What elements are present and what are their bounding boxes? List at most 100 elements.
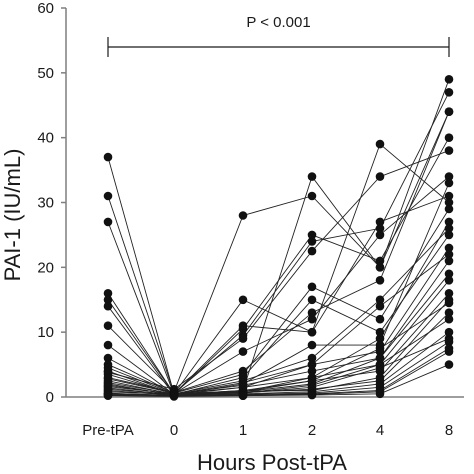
data-point (444, 250, 454, 259)
data-point (375, 334, 385, 343)
series-line (107, 208, 450, 394)
data-point (307, 314, 317, 324)
series-line (107, 221, 450, 395)
data-point (375, 276, 385, 285)
x-tick-label: 8 (445, 422, 453, 439)
series-line (107, 176, 450, 395)
data-point (444, 243, 454, 253)
y-tick-group: 0 10 20 30 40 50 60 (37, 0, 66, 406)
data-point (307, 237, 317, 246)
y-tick-label: 60 (37, 0, 54, 17)
data-point (307, 376, 317, 386)
significance-bracket: P < 0.001 (107, 14, 450, 57)
series-points (103, 75, 454, 401)
data-point (238, 391, 248, 401)
data-point (444, 347, 454, 356)
series-line (107, 364, 450, 397)
data-point (444, 198, 454, 207)
y-tick-label: 0 (46, 389, 54, 406)
data-point (444, 191, 454, 201)
x-tick-group: Pre-tPA 0 1 2 4 8 (82, 422, 453, 439)
data-point (307, 172, 317, 181)
data-point (444, 308, 454, 318)
data-point (238, 334, 248, 343)
data-point (375, 389, 385, 399)
data-point (444, 172, 454, 181)
data-point (307, 230, 317, 240)
data-point (103, 152, 113, 162)
data-point (375, 301, 385, 311)
data-point (375, 366, 385, 376)
data-point (444, 360, 454, 369)
y-tick-label: 30 (37, 195, 54, 212)
y-axis-title: PAI-1 (IU/mL) (0, 149, 25, 282)
data-point (375, 314, 385, 324)
series-line (107, 92, 450, 394)
axes (65, 8, 464, 398)
data-point (307, 308, 317, 318)
y-tick-label: 10 (37, 324, 54, 341)
data-point (375, 224, 385, 233)
series-line (107, 150, 450, 390)
data-point (103, 321, 113, 331)
data-point (103, 340, 113, 350)
x-axis-title: Hours Post-tPA (197, 450, 347, 474)
data-point (103, 295, 113, 305)
data-point (307, 340, 317, 350)
series-line (107, 260, 450, 395)
data-point (375, 360, 385, 369)
data-point (307, 353, 317, 363)
series-line (107, 195, 450, 394)
data-point (375, 327, 385, 337)
data-point (103, 217, 113, 227)
x-tick-label: 0 (170, 422, 178, 439)
data-point (375, 347, 385, 356)
data-point (444, 289, 454, 298)
data-point (375, 295, 385, 305)
data-point (375, 139, 385, 149)
data-point (444, 88, 454, 97)
data-point (444, 107, 454, 116)
data-point (444, 230, 454, 240)
series-line (107, 312, 450, 395)
data-point (444, 178, 454, 188)
data-point (444, 75, 454, 84)
data-point (238, 211, 248, 220)
data-point (444, 337, 454, 347)
data-point (444, 204, 454, 214)
series-line (107, 341, 450, 396)
data-point (375, 172, 385, 181)
data-point (103, 301, 113, 311)
data-point (307, 282, 317, 292)
data-point (444, 133, 454, 142)
data-point (444, 256, 454, 266)
data-point (375, 230, 385, 240)
data-point (444, 146, 454, 155)
series-line (107, 273, 450, 395)
data-point (238, 295, 248, 305)
data-point (375, 263, 385, 272)
y-tick-label: 20 (37, 259, 54, 276)
x-tick-label: Pre-tPA (82, 422, 133, 439)
series-line (107, 111, 450, 393)
data-point (307, 295, 317, 305)
x-tick-label: 4 (376, 422, 384, 439)
data-point (375, 217, 385, 227)
y-tick-label: 40 (37, 130, 54, 147)
data-point (103, 353, 113, 363)
data-point (307, 327, 317, 337)
data-point (375, 256, 385, 266)
data-point (444, 276, 454, 285)
series-line (107, 195, 450, 395)
data-point (444, 269, 454, 279)
data-point (375, 353, 385, 363)
series-line (107, 143, 450, 395)
data-point (307, 390, 317, 400)
x-tick-label: 2 (308, 422, 316, 439)
p-value-label: P < 0.001 (246, 14, 310, 31)
series-line (107, 228, 450, 395)
data-point (307, 366, 317, 376)
data-point (307, 360, 317, 369)
data-point (444, 327, 454, 337)
